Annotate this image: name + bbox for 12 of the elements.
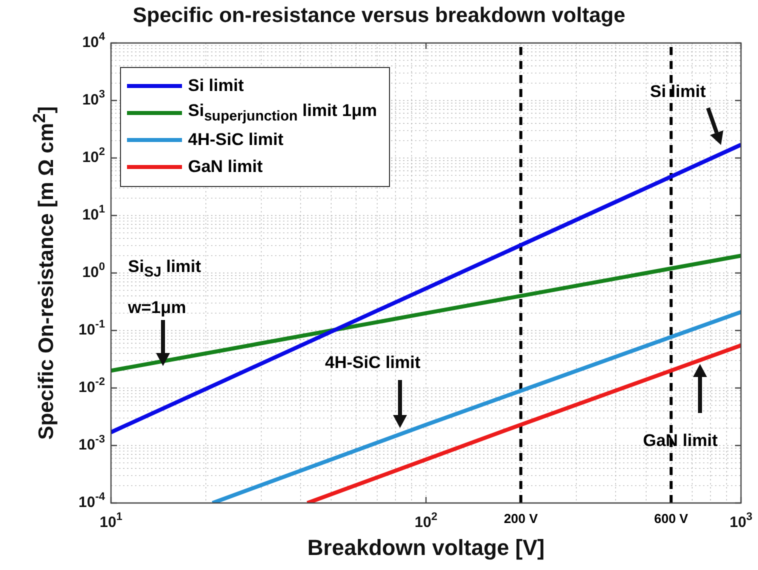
chart-title: Specific on-resistance versus breakdown voltage <box>132 4 626 28</box>
ref-line-label: 600 V <box>654 511 688 526</box>
ref-line-label: 200 V <box>504 511 538 526</box>
x-axis-title: Breakdown voltage [V] <box>306 535 546 561</box>
text: Si$_{SJ}$ limit w=1μm <box>128 257 202 318</box>
legend-label: GaN limit <box>188 156 263 176</box>
legend-label: Si limit <box>188 76 244 96</box>
annotation: 4H-SiC limit <box>325 352 420 374</box>
annotation: GaN limit <box>643 430 718 452</box>
legend-label: 4H-SiC limit <box>188 130 284 150</box>
legend-label: Si$_{superjunction}$ limit 1μm <box>188 100 378 124</box>
annotation: Si limit <box>650 81 706 103</box>
